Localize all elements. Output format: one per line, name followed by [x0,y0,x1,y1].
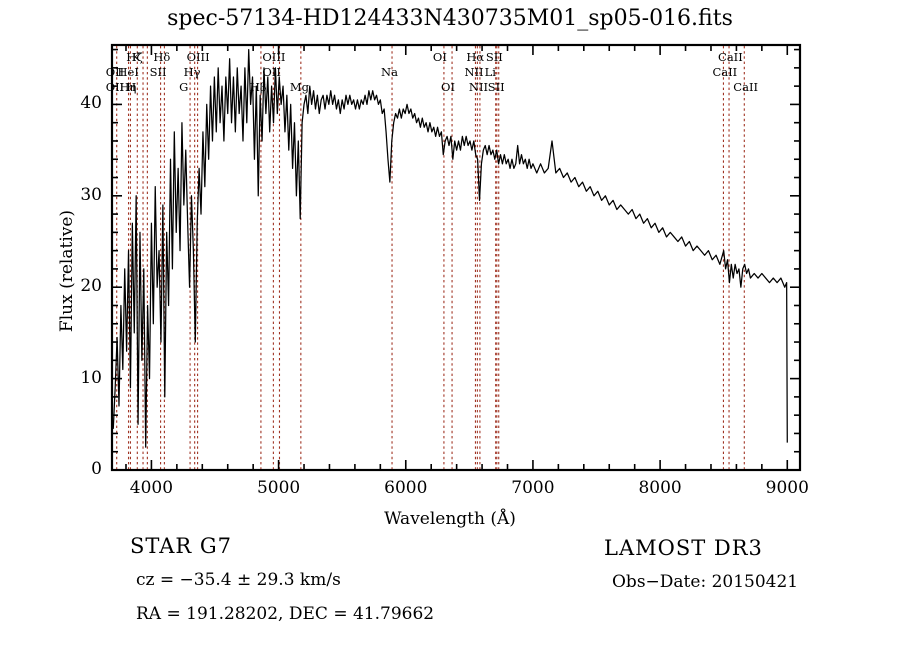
line-label-oi: OI [441,80,456,94]
object-class-text: STAR G7 [130,534,233,558]
line-label-oi: OI [432,50,447,64]
coordinates-text: RA = 191.28202, DEC = 41.79662 [136,604,435,624]
x-tick-label: 9000 [765,478,809,498]
line-label-oiii: OIII [186,50,210,64]
line-label-na: Na [381,65,398,79]
line-label-caii: CaII [712,65,738,79]
line-label-h: H [126,80,137,94]
line-label-h: Hη [119,80,137,94]
line-label-g: G [179,80,189,94]
x-axis-title: Wavelength (Å) [384,509,516,529]
y-tick-label: 10 [80,367,102,388]
line-label-li: Li [484,65,496,79]
y-axis-title: Flux (relative) [57,209,77,333]
line-label-h: Hδ [153,50,171,64]
x-tick-label: 5000 [256,478,301,498]
observation-date-text: Obs−Date: 20150421 [612,572,799,592]
line-label-mg: Mg [289,80,309,94]
line-label-hei: HeI [117,65,139,79]
y-tick-label: 40 [80,93,102,114]
line-label-oiii: OIII [262,50,286,64]
line-label-nii: NII [464,65,484,79]
y-tick-label: 0 [91,459,102,479]
line-label-sii: SII [487,80,505,94]
line-label-caii: CaII [718,50,743,64]
line-label-h: Hγ [183,65,201,79]
x-tick-label: 6000 [384,478,428,498]
line-label-nii: NII [468,80,489,94]
x-tick-label: 8000 [638,478,682,498]
line-label-h: Hα [466,50,485,64]
x-tick-label: 4000 [129,478,174,498]
survey-name-text: LAMOST DR3 [604,536,763,560]
spectrum-trace [112,48,788,448]
y-tick-label: 20 [80,276,102,297]
line-label-caii: CaII [733,80,759,94]
line-label-k: K [132,50,141,64]
page-title: spec-57134-HD124433N430735M01_sp05-016.f… [167,6,733,31]
line-label-oii: OII [105,80,125,94]
axis-tick-marks [112,45,800,471]
line-label-oii: OII [105,65,125,79]
line-label-sii: SII [485,50,503,64]
line-label-oii: OII [262,65,281,79]
redshift-velocity-text: cz = −35.4 ± 29.3 km/s [136,570,341,590]
line-label-h: Hβ [249,80,267,94]
y-tick-label: 30 [80,184,102,205]
x-tick-label: 7000 [511,478,555,498]
line-label-h: Hζ [126,50,143,64]
line-label-sii: SII [149,65,167,79]
